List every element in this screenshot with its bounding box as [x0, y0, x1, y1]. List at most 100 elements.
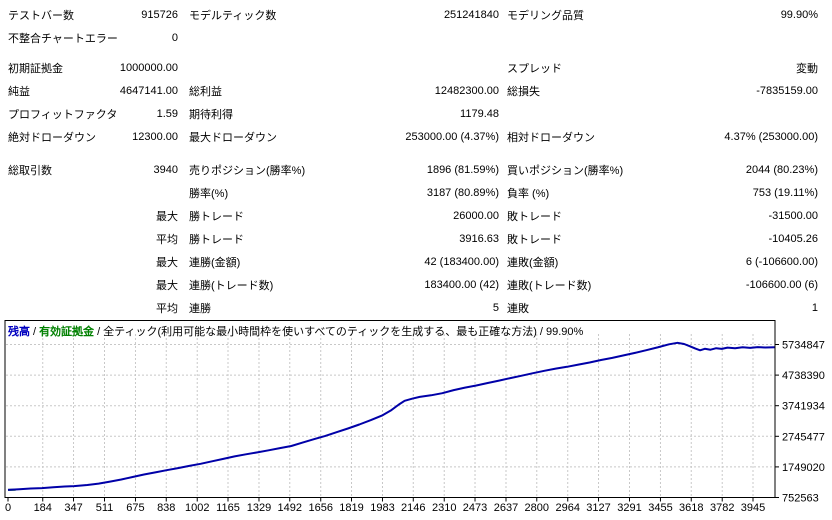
report-label: 売りポジション(勝率%) [189, 164, 306, 177]
chart-border [4, 320, 776, 498]
report-row: 平均 勝トレード 3916.63 敗トレード -10405.26 [0, 227, 832, 250]
report-label: プロフィットファクタ [8, 108, 118, 121]
x-axis-label: 0 [5, 502, 11, 514]
report-label: 勝トレード [189, 233, 244, 246]
x-axis-label: 3127 [586, 502, 610, 514]
x-axis-label: 3618 [679, 502, 703, 514]
report-row: 平均 連勝 5 連敗 1 [0, 296, 832, 319]
y-axis-label: 4738390 [782, 370, 825, 382]
report-value: 42 (183400.00) [424, 255, 499, 268]
report-value: 1000000.00 [119, 61, 178, 74]
y-axis-label: 5734847 [782, 340, 825, 352]
x-axis-label: 2310 [432, 502, 456, 514]
x-axis-label: 838 [157, 502, 175, 514]
report-row: プロフィットファクタ 1.59 期待利得 1179.48 [0, 102, 832, 125]
report-label: 不整合チャートエラー [8, 32, 118, 45]
report-label: 初期証拠金 [8, 62, 63, 75]
report-value: 平均 [156, 233, 178, 246]
report-value: 2044 (80.23%) [745, 163, 818, 176]
chart-legend: 残高 / 有効証拠金 / 全ティック(利用可能な最小時間枠を使いすべてのティックを生成す… [8, 323, 583, 339]
report-label: テストバー数 [8, 9, 74, 22]
report-label: 相対ドローダウン [507, 131, 595, 144]
x-axis-label: 3455 [648, 502, 672, 514]
report-label: 連勝(金額) [189, 256, 241, 269]
report-value: 26000.00 [453, 209, 499, 222]
balance-chart: 0 184 347 511 675 838 1002 1165 1329 1492 1656 1819… [4, 320, 825, 514]
x-axis-label: 2637 [494, 502, 518, 514]
report-label: 総取引数 [8, 164, 52, 177]
x-axis-label: 1165 [216, 502, 240, 514]
report-row: 最大 連勝(トレード数) 183400.00 (42) 連敗(トレード数) -10660… [0, 273, 832, 296]
report-label: 総利益 [189, 85, 222, 98]
report-value: 最大 [156, 279, 178, 292]
balance-line [7, 341, 775, 491]
report-row: 総取引数 3940 売りポジション(勝率%) 1896 (81.59%) 買いポジション… [0, 158, 832, 181]
y-axis-label: 752563 [782, 493, 819, 505]
x-axis-label: 1492 [278, 502, 302, 514]
report-value: 12300.00 [132, 130, 178, 143]
report-value: -31500.00 [768, 209, 818, 222]
report-value: 1 [811, 301, 818, 314]
report-value: -7835159.00 [756, 84, 818, 97]
report-value: 183400.00 (42) [424, 278, 499, 291]
x-axis-label: 675 [126, 502, 144, 514]
x-axis-label: 1002 [185, 502, 209, 514]
report-label: 純益 [8, 85, 30, 98]
report-label: 買いポジション(勝率%) [507, 164, 624, 177]
report-label: 勝トレード [189, 210, 244, 223]
legend-equity-label: 有効証拠金 [39, 326, 95, 338]
report-label: 絶対ドローダウン [8, 131, 96, 144]
report-value: 6 (-106600.00) [745, 255, 818, 268]
report-value: 915726 [141, 8, 178, 21]
report-value: 12482300.00 [434, 84, 499, 97]
report-value: 3187 (80.89%) [426, 186, 499, 199]
x-axis-label: 3782 [710, 502, 734, 514]
x-axis-label: 1819 [339, 502, 363, 514]
report-value: 平均 [156, 302, 178, 315]
report-label: モデルティック数 [189, 9, 277, 22]
report-row: 不整合チャートエラー 0 [0, 26, 832, 49]
report-label: 負率 (%) [507, 187, 550, 200]
report-label: 勝率(%) [189, 187, 229, 200]
report-value: 4647141.00 [119, 84, 178, 97]
y-axis-label: 3741934 [782, 401, 825, 413]
legend-separator: / [539, 326, 543, 338]
report-label: 連敗(金額) [507, 256, 559, 269]
report-label: 期待利得 [189, 108, 233, 121]
report-label: 連勝 [189, 302, 211, 315]
x-axis-label: 511 [96, 502, 114, 514]
report-label: 連敗 [507, 302, 529, 315]
report-label: 敗トレード [507, 210, 562, 223]
x-axis-label: 2800 [525, 502, 549, 514]
legend-balance-label: 残高 [8, 326, 30, 338]
report-row: 最大 勝トレード 26000.00 敗トレード -31500.00 [0, 204, 832, 227]
report-value: 753 (19.11%) [752, 186, 818, 199]
legend-model-label: 全ティック(利用可能な最小時間枠を使いすべてのティックを生成する、最も正確な方法… [103, 326, 537, 338]
report-value: 3940 [153, 163, 178, 176]
y-axis-label: 2745477 [782, 431, 825, 443]
report-label: 連敗(トレード数) [507, 279, 592, 292]
x-axis-label: 3945 [741, 502, 765, 514]
x-axis-label: 347 [64, 502, 82, 514]
report-label: 最大ドローダウン [189, 131, 277, 144]
report-value: 3916.63 [459, 232, 499, 245]
report-row: テストバー数 915726 モデルティック数 251241840 モデリング品質 99.9… [0, 3, 832, 26]
legend-separator: / [33, 326, 37, 338]
report-value: 4.37% (253000.00) [724, 130, 818, 143]
report-value: -10405.26 [768, 232, 818, 245]
report-label: 敗トレード [507, 233, 562, 246]
report-value: 最大 [156, 210, 178, 223]
report-value: 1179.48 [460, 107, 499, 120]
x-axis-label: 184 [34, 502, 52, 514]
report-row: 初期証拠金 1000000.00 スプレッド 変動 [0, 56, 832, 79]
report-value: 99.90% [780, 8, 818, 21]
report-value: 変動 [796, 62, 818, 75]
report-label: 総損失 [507, 85, 540, 98]
legend-quality-value: 99.90% [545, 326, 584, 338]
x-axis-label: 3291 [617, 502, 641, 514]
report-row: 絶対ドローダウン 12300.00 最大ドローダウン 253000.00 (4.37%… [0, 125, 832, 148]
report-row: 勝率(%) 3187 (80.89%) 負率 (%) 753 (19.11%) [0, 181, 832, 204]
x-axis-label: 1983 [370, 502, 394, 514]
report-value: 最大 [156, 256, 178, 269]
